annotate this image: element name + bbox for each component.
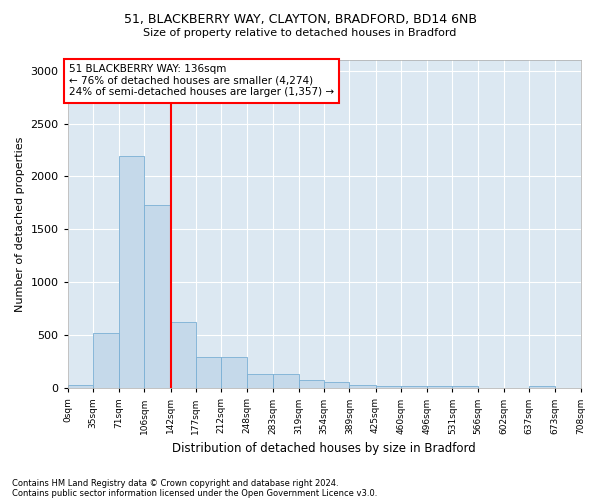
X-axis label: Distribution of detached houses by size in Bradford: Distribution of detached houses by size …: [172, 442, 476, 455]
Bar: [119, 156, 145, 388]
Text: Contains HM Land Registry data © Crown copyright and database right 2024.: Contains HM Land Registry data © Crown c…: [12, 478, 338, 488]
Bar: [68, 385, 93, 388]
Bar: [349, 384, 376, 388]
Bar: [247, 374, 272, 388]
Bar: [452, 386, 478, 388]
Y-axis label: Number of detached properties: Number of detached properties: [15, 136, 25, 312]
Bar: [299, 380, 324, 388]
Bar: [376, 386, 401, 388]
Text: 51 BLACKBERRY WAY: 136sqm
← 76% of detached houses are smaller (4,274)
24% of se: 51 BLACKBERRY WAY: 136sqm ← 76% of detac…: [69, 64, 334, 98]
Bar: [145, 205, 170, 388]
Text: Size of property relative to detached houses in Bradford: Size of property relative to detached ho…: [143, 28, 457, 38]
Text: 51, BLACKBERRY WAY, CLAYTON, BRADFORD, BD14 6NB: 51, BLACKBERRY WAY, CLAYTON, BRADFORD, B…: [124, 12, 476, 26]
Bar: [170, 322, 196, 388]
Bar: [272, 374, 299, 388]
Bar: [93, 333, 119, 388]
Bar: [529, 386, 555, 388]
Bar: [401, 386, 427, 388]
Bar: [196, 357, 221, 388]
Bar: [427, 386, 452, 388]
Bar: [324, 382, 349, 388]
Text: Contains public sector information licensed under the Open Government Licence v3: Contains public sector information licen…: [12, 488, 377, 498]
Bar: [221, 357, 247, 388]
